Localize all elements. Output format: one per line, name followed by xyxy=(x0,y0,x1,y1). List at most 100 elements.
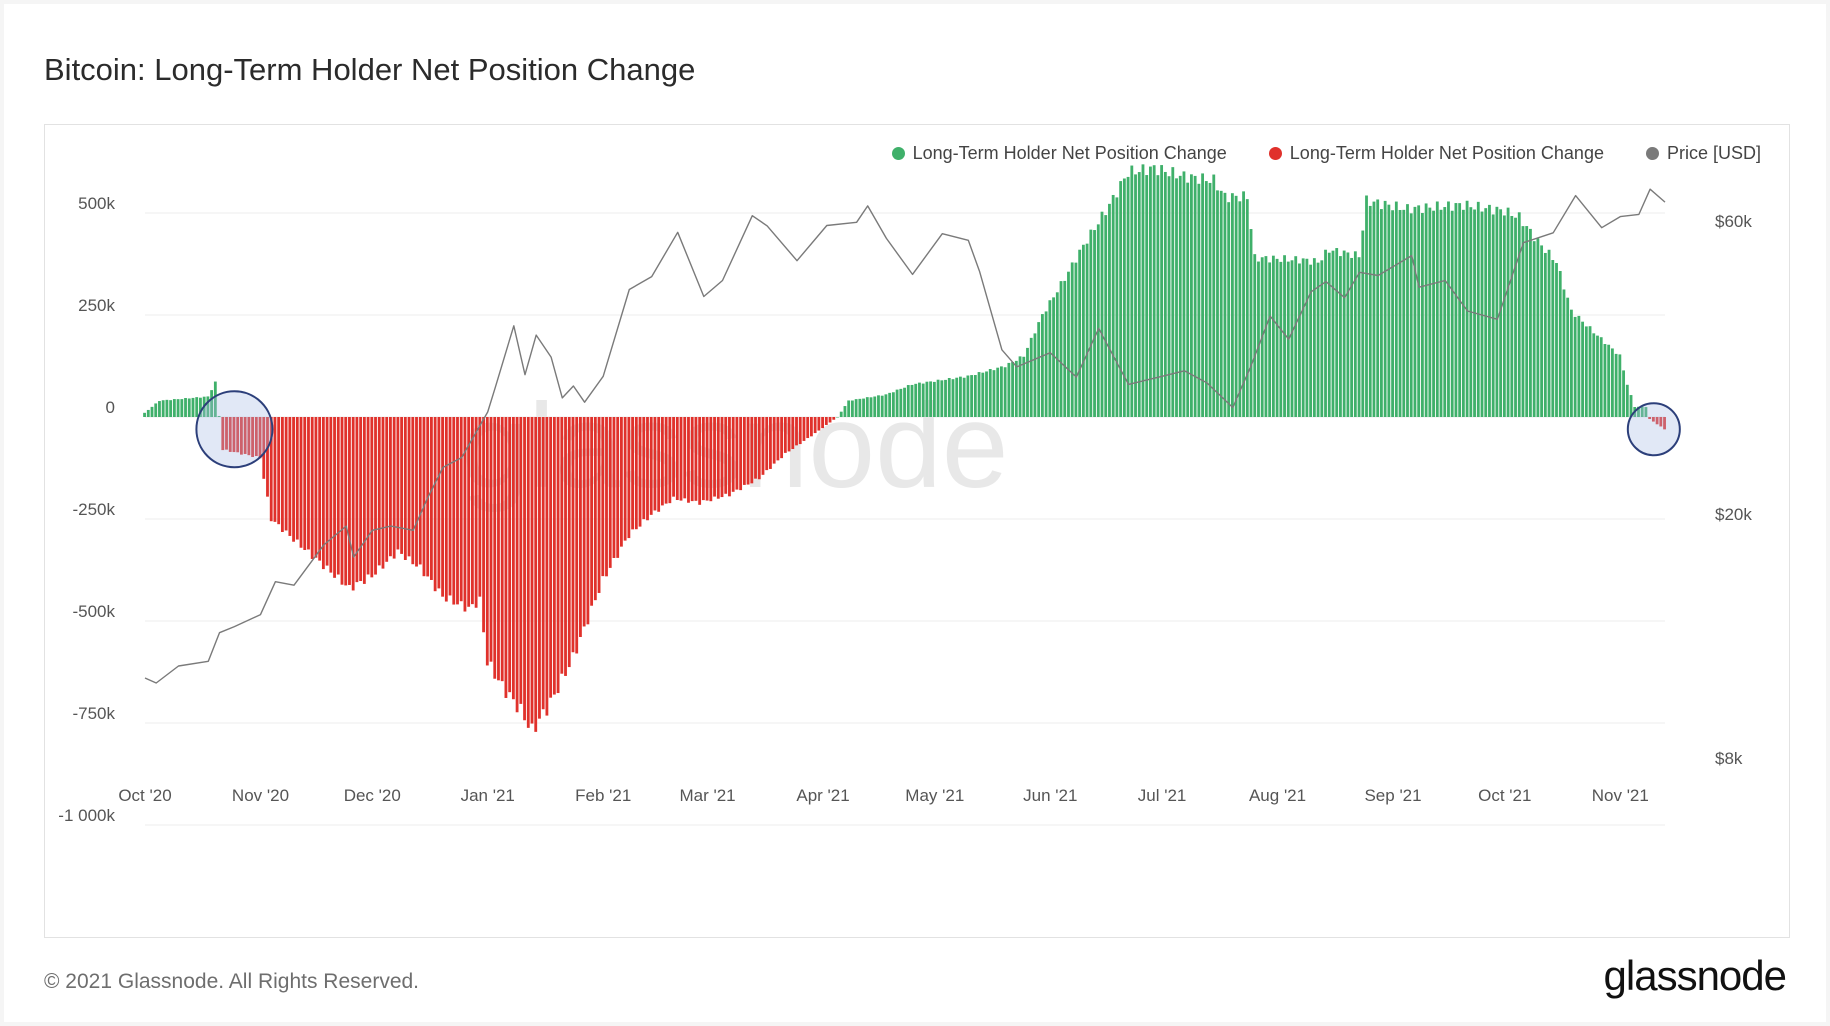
bar-negative xyxy=(806,417,810,439)
bar-positive xyxy=(1644,407,1648,417)
bar-positive xyxy=(1622,370,1625,417)
bar-positive xyxy=(165,399,169,417)
bar-negative xyxy=(504,417,508,698)
bar-negative xyxy=(552,417,556,695)
bar-negative xyxy=(612,417,616,558)
bar-negative xyxy=(705,417,709,501)
bar-positive xyxy=(914,383,918,417)
bar-positive xyxy=(1499,209,1503,417)
bar-positive xyxy=(1543,252,1547,417)
bar-positive xyxy=(1108,203,1111,417)
bar-negative xyxy=(757,417,761,480)
bar-positive xyxy=(1249,229,1253,417)
bar-positive xyxy=(1428,207,1432,417)
bar-positive xyxy=(1461,209,1465,417)
bar-negative xyxy=(538,417,541,719)
legend-dot-positive-icon xyxy=(891,147,905,160)
bar-positive xyxy=(888,392,892,417)
bar-negative xyxy=(739,417,743,491)
watermark: glassnode xyxy=(461,379,1008,513)
bar-positive xyxy=(1141,164,1145,417)
bar-positive xyxy=(1134,174,1137,417)
bar-positive xyxy=(213,381,217,417)
bar-negative xyxy=(497,417,500,681)
bar-negative xyxy=(299,417,303,548)
bar-positive xyxy=(1093,230,1096,417)
bar-negative xyxy=(795,417,798,446)
bar-negative xyxy=(355,417,359,583)
bar-positive xyxy=(161,400,165,417)
bar-positive xyxy=(1350,257,1354,417)
legend-item-negative[interactable]: Long-Term Holder Net Position Change xyxy=(1268,143,1604,164)
bar-positive xyxy=(1040,314,1044,417)
bar-negative xyxy=(683,417,687,499)
bar-positive xyxy=(1555,263,1558,417)
bar-positive xyxy=(1081,244,1085,417)
bar-negative xyxy=(646,417,649,521)
chart-page: Bitcoin: Long-Term Holder Net Position C… xyxy=(4,4,1826,1022)
y-right-tick-label: $20k xyxy=(1715,505,1752,524)
legend-label-positive: Long-Term Holder Net Position Change xyxy=(912,143,1227,163)
bar-negative xyxy=(392,417,396,559)
y-left-tick-label: 500k xyxy=(78,194,115,213)
bar-positive xyxy=(1190,174,1193,417)
bar-positive xyxy=(1149,166,1152,417)
bar-positive xyxy=(1301,258,1305,417)
bar-positive xyxy=(1111,194,1115,417)
legend-item-positive[interactable]: Long-Term Holder Net Position Change xyxy=(891,143,1227,164)
bar-positive xyxy=(992,370,996,417)
chart-container: 500k 250k 0 -250k -500k -750k -1 000k $60k $20k $… xyxy=(44,124,1790,938)
bar-positive xyxy=(1137,172,1141,417)
bar-positive xyxy=(1201,173,1204,417)
bar-negative xyxy=(832,417,836,420)
bar-positive xyxy=(1562,289,1566,417)
bar-positive xyxy=(1640,406,1644,417)
bar-positive xyxy=(1435,201,1439,417)
bar-negative xyxy=(221,417,225,451)
bar-negative xyxy=(336,417,340,575)
bar-negative xyxy=(377,417,381,566)
y-right-tick-label: $8k xyxy=(1715,749,1743,768)
bar-negative xyxy=(247,417,251,456)
y-right-tick-label: $60k xyxy=(1715,212,1752,231)
bar-positive xyxy=(1637,406,1640,417)
x-tick-label: Nov '21 xyxy=(1592,786,1649,805)
bar-positive xyxy=(1529,228,1532,417)
bar-negative xyxy=(288,417,292,536)
y-left-tick-label: -750k xyxy=(72,704,115,723)
bar-negative xyxy=(493,417,497,679)
bar-positive xyxy=(1167,176,1171,417)
bar-positive xyxy=(1607,344,1611,417)
bar-negative xyxy=(690,417,694,502)
bar-negative xyxy=(266,417,269,497)
bar-negative xyxy=(709,417,713,502)
bar-negative xyxy=(523,417,526,721)
bar-positive xyxy=(191,397,195,417)
bar-negative xyxy=(307,417,310,550)
bar-positive xyxy=(1204,181,1208,417)
bar-negative xyxy=(821,417,824,429)
bar-positive xyxy=(1514,217,1517,417)
bar-positive xyxy=(206,396,210,417)
bar-negative xyxy=(556,417,560,694)
bar-negative xyxy=(620,417,623,547)
bar-negative xyxy=(590,417,594,606)
bar-positive xyxy=(862,398,865,417)
bar-positive xyxy=(1584,326,1588,417)
bar-negative xyxy=(765,417,769,471)
bar-positive xyxy=(877,395,880,417)
bar-positive xyxy=(1540,245,1544,417)
bar-negative xyxy=(463,417,467,612)
legend-item-price[interactable]: Price [USD] xyxy=(1645,143,1761,164)
bar-negative xyxy=(810,417,813,437)
bar-negative xyxy=(303,417,307,550)
bar-negative xyxy=(575,417,579,654)
bar-negative xyxy=(422,417,426,577)
bar-negative xyxy=(310,417,314,559)
bar-positive xyxy=(1122,178,1126,417)
bar-positive xyxy=(836,417,839,418)
bar-positive xyxy=(951,379,955,417)
bar-negative xyxy=(225,417,228,450)
bar-negative xyxy=(396,417,400,550)
bar-negative xyxy=(783,417,787,453)
